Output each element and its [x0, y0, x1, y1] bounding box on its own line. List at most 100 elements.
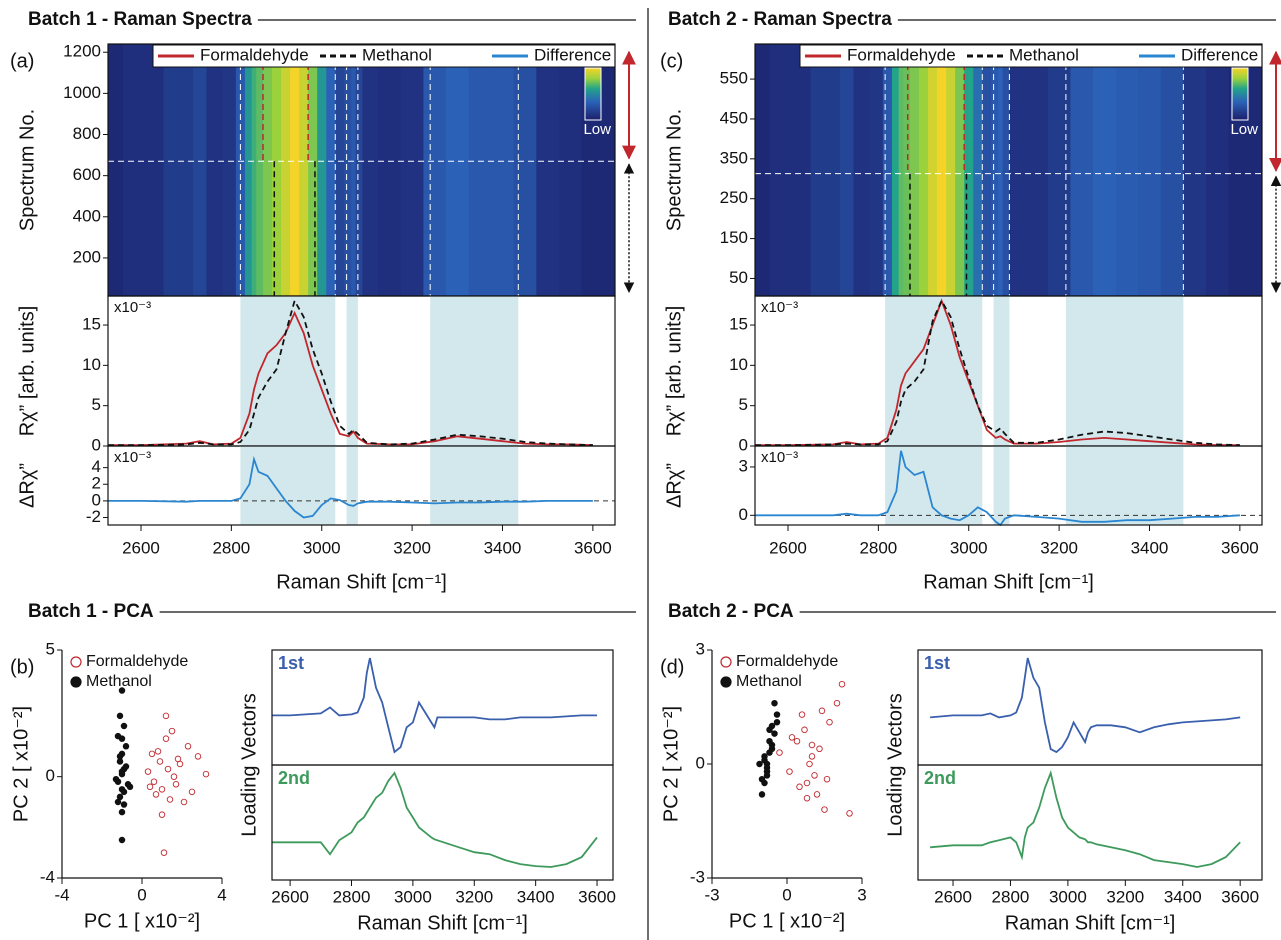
heatmap-cell: [1009, 44, 1026, 296]
y-tick-label: 4: [92, 457, 101, 476]
scatter-point: [766, 726, 773, 734]
x-tick-label: 2800: [992, 887, 1030, 906]
section-title: Batch 2 - PCA: [668, 601, 794, 622]
heatmap-cell: [262, 44, 273, 296]
x-tick-label: 3000: [394, 887, 432, 906]
heatmap-cell: [1138, 44, 1162, 296]
scatter-point: [118, 808, 126, 816]
heatmap-cell: [256, 44, 264, 296]
y-tick-label: 50: [729, 268, 748, 287]
heatmap-cell: [272, 44, 282, 296]
x-tick-label: 2600: [769, 538, 807, 557]
frame: [917, 764, 1263, 881]
series-line: [930, 769, 1241, 868]
heatmap-cell: [1025, 44, 1049, 296]
heatmap-cell: [335, 44, 345, 296]
scatter-point: [773, 718, 781, 726]
scatter-point: [174, 755, 182, 763]
x-tick-label: -4: [54, 885, 69, 904]
shaded-region: [430, 446, 519, 525]
scatter-point: [114, 778, 122, 785]
heatmap-cell: [299, 44, 309, 296]
frame: [271, 764, 614, 881]
y-tick-label: 400: [73, 206, 101, 225]
frame: [271, 649, 614, 766]
legend-label: Difference: [1181, 45, 1258, 64]
scatter-point: [154, 748, 162, 755]
heatmap-cell: [1115, 44, 1139, 296]
y-tick-label: 3: [739, 456, 748, 475]
x-tick-label: -3: [704, 885, 719, 904]
y-tick-label: 0: [92, 435, 101, 454]
x-tick-label: 3400: [1164, 887, 1202, 906]
x-tick-label: 3400: [1131, 538, 1169, 557]
x-axis-label: Raman Shift [cm⁻¹]: [1005, 912, 1176, 934]
scatter-point: [202, 770, 210, 778]
scatter-point: [120, 801, 128, 808]
x-tick-label: 3600: [1221, 887, 1259, 906]
heatmap-cell: [982, 44, 992, 296]
x-tick-label: 3000: [1049, 887, 1087, 906]
y-axis-label: ΔRχ”: [16, 463, 38, 508]
heatmap-cell: [192, 44, 208, 296]
heatmap-cell: [769, 44, 812, 296]
scale-annotation: x10⁻³: [761, 299, 798, 316]
scatter-point: [803, 779, 811, 787]
scatter-point: [808, 753, 816, 760]
scatter-point: [144, 768, 152, 775]
y-axis-label: ΔRχ”: [663, 463, 685, 508]
heatmap-cell: [206, 44, 223, 296]
series-label: 1st: [278, 653, 304, 673]
y-tick-label: 15: [82, 315, 101, 334]
legend-label: Formaldehyde: [736, 653, 838, 670]
y-tick-label: 1000: [63, 83, 101, 102]
scatter-point: [122, 743, 130, 750]
y-axis-label: Spectrum No.: [663, 109, 685, 231]
x-axis-label: PC 1 [ x10⁻²]: [84, 910, 200, 932]
colorbar-label: Low: [583, 121, 611, 138]
heatmap-cell: [964, 44, 974, 296]
heatmap-cell: [222, 44, 237, 296]
x-tick-label: 0: [782, 885, 791, 904]
heatmap-cell: [468, 44, 492, 296]
heatmap-cell: [362, 44, 379, 296]
scatter-point: [122, 763, 130, 770]
series-label: 1st: [924, 653, 950, 673]
series-line: [755, 298, 1240, 447]
legend-label: Formaldehyde: [847, 45, 956, 64]
y-tick-label: 250: [720, 188, 748, 207]
heatmap-cell: [1205, 44, 1230, 296]
heatmap-cell: [991, 44, 999, 296]
legend-label: Formaldehyde: [86, 653, 188, 670]
heatmap-cell: [351, 44, 357, 296]
scatter-point: [126, 783, 134, 791]
scatter-point: [118, 687, 126, 694]
scatter-point: [194, 753, 202, 760]
heatmap-cell: [882, 44, 893, 296]
x-tick-label: 2800: [859, 538, 897, 557]
panel-label: (a): [10, 50, 34, 72]
scatter-point: [806, 760, 813, 768]
scatter-point: [118, 836, 126, 844]
y-tick-label: 0: [92, 490, 101, 509]
shaded-region: [993, 446, 1010, 525]
shaded-region: [1065, 296, 1184, 446]
x-tick-label: 2800: [333, 887, 371, 906]
y-tick-label: 550: [720, 69, 748, 88]
shaded-region: [1065, 446, 1184, 525]
heatmap-cell: [251, 44, 257, 296]
series-line: [108, 310, 593, 447]
legend-label: Methanol: [1009, 45, 1079, 64]
heatmap-cell: [491, 44, 515, 296]
y-axis-label: Loading Vectors: [884, 693, 906, 836]
heatmap-cell: [1047, 44, 1071, 296]
legend-label: Methanol: [86, 673, 152, 690]
scatter-point: [833, 699, 841, 707]
y-tick-label: 200: [73, 247, 101, 266]
heatmap-cell: [281, 44, 291, 296]
scatter-point: [813, 791, 821, 798]
y-tick-label: 5: [46, 639, 55, 658]
scatter-point: [158, 811, 166, 818]
x-tick-label: 2800: [212, 538, 250, 557]
